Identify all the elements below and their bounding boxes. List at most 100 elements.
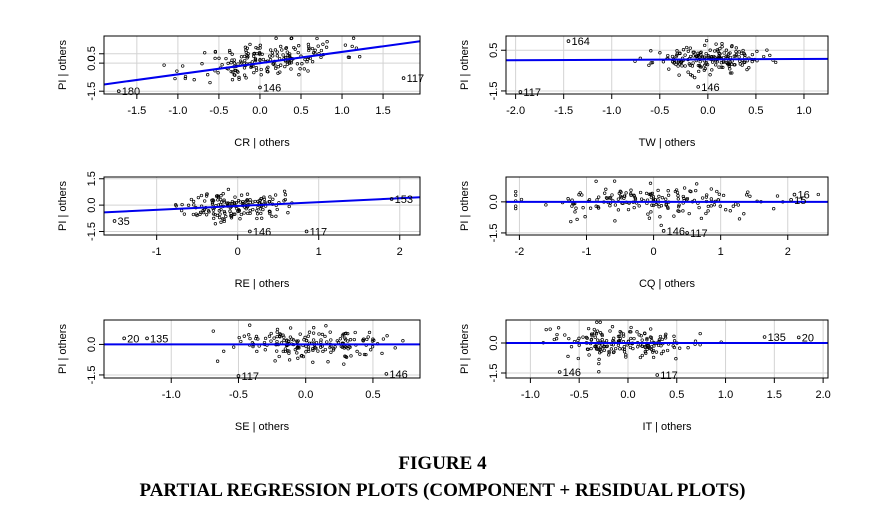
data-point [672, 214, 676, 218]
data-point [192, 203, 196, 207]
data-point [688, 46, 692, 50]
data-point [196, 195, 201, 200]
data-point [628, 345, 633, 350]
x-tick-label: 1 [718, 246, 724, 258]
data-point [665, 348, 670, 353]
data-point [175, 69, 179, 73]
data-point [233, 212, 237, 216]
data-point [259, 67, 263, 72]
data-point [736, 203, 740, 207]
fit-line [103, 196, 421, 214]
x-tick-label: -0.5 [570, 389, 589, 401]
data-point [343, 336, 347, 340]
data-point [222, 219, 226, 224]
data-point [604, 339, 609, 343]
data-point [284, 46, 289, 50]
data-point [677, 203, 681, 207]
data-point [649, 327, 653, 331]
data-point [593, 344, 598, 348]
data-point [263, 336, 268, 341]
outlier-point [248, 229, 252, 234]
data-point [237, 335, 241, 340]
data-point [734, 49, 738, 54]
data-point [200, 62, 204, 66]
data-point [649, 192, 653, 196]
data-point [597, 357, 601, 362]
data-point [218, 202, 223, 207]
data-point [733, 54, 738, 58]
y-tick-label: -1.5 [86, 82, 98, 101]
data-point [616, 334, 621, 339]
x-axis-label: TW | others [639, 137, 696, 149]
data-point [221, 192, 225, 196]
x-tick-label: -1.0 [168, 105, 187, 117]
data-point [275, 339, 279, 344]
x-tick-label: -1.5 [554, 105, 573, 117]
x-tick-label: 0 [235, 246, 241, 258]
x-tick-label: 0.0 [700, 105, 715, 117]
data-point [661, 60, 666, 64]
data-point [295, 339, 299, 343]
x-tick-label: 1.5 [375, 105, 390, 117]
data-point [722, 51, 726, 55]
data-point [727, 62, 732, 66]
data-point [663, 334, 668, 338]
y-tick-label: 0.0 [86, 55, 98, 70]
data-point [277, 354, 281, 359]
plot-frame [505, 176, 829, 236]
data-point [219, 207, 223, 212]
data-point [649, 335, 654, 340]
data-point [686, 346, 690, 350]
data-point [274, 214, 278, 218]
data-point [276, 71, 280, 75]
data-point [686, 49, 690, 53]
data-point [709, 187, 713, 191]
data-point [704, 62, 708, 66]
data-point [232, 73, 236, 77]
data-point [321, 349, 325, 354]
data-point [648, 181, 653, 185]
data-point [583, 215, 587, 219]
data-point [275, 54, 279, 58]
y-tick-label: 0.5 [488, 43, 500, 58]
outlier-label: 153 [395, 194, 413, 206]
data-point [704, 38, 709, 43]
data-point [675, 49, 679, 53]
data-point [682, 186, 687, 190]
data-point [709, 204, 713, 208]
data-point [310, 46, 315, 51]
data-point [232, 58, 236, 62]
data-point [650, 339, 654, 343]
data-point [328, 345, 332, 350]
x-axis-label: SE | others [235, 421, 290, 433]
data-point [609, 347, 614, 351]
data-point [649, 210, 653, 214]
data-point [229, 216, 234, 220]
data-point [750, 59, 754, 64]
data-point [307, 48, 311, 53]
data-point [275, 349, 279, 353]
data-point [715, 48, 719, 52]
x-tick-label: 1.5 [767, 389, 782, 401]
data-point [574, 206, 578, 210]
data-point [762, 54, 766, 59]
data-point [290, 337, 294, 341]
outlier-label: 35 [118, 216, 130, 228]
data-point [595, 347, 599, 351]
data-point [237, 77, 241, 81]
data-point [242, 211, 246, 215]
data-point [765, 48, 769, 52]
data-point [268, 210, 272, 214]
data-point [287, 54, 292, 58]
outlier-label: 146 [667, 226, 685, 238]
data-point [239, 339, 243, 344]
data-point [355, 349, 359, 354]
data-point [607, 353, 611, 357]
data-point [737, 50, 741, 54]
data-point [343, 43, 348, 47]
data-point [257, 51, 262, 55]
data-point [718, 204, 722, 208]
data-point [253, 57, 258, 61]
data-point [704, 211, 708, 216]
data-point [270, 51, 275, 55]
